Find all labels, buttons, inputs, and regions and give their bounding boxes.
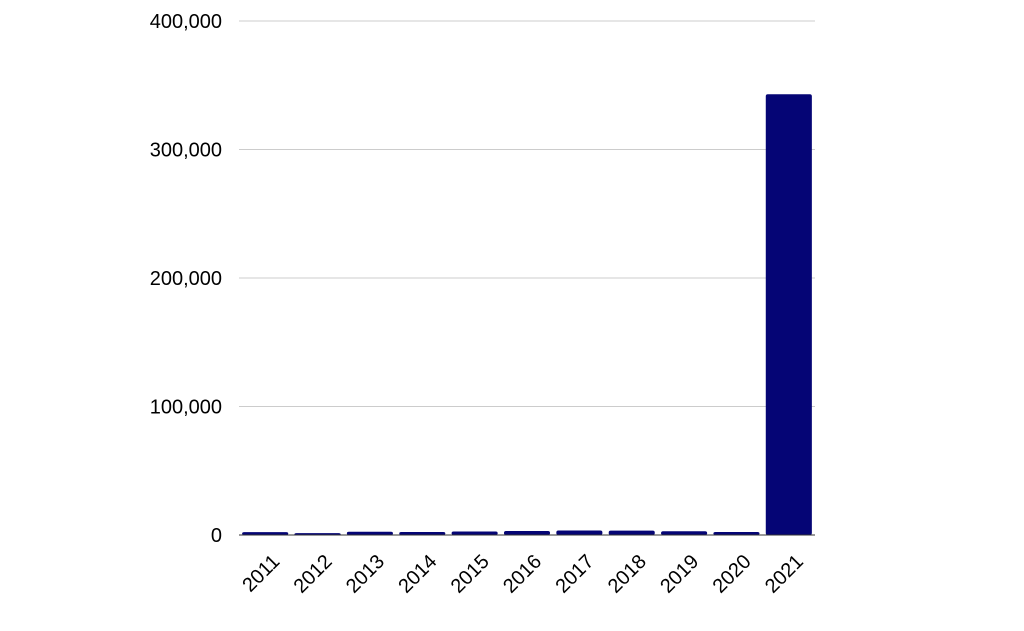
x-axis-ticks: 2011 2012 2013 2014 2015 2016 2017 2018 2019 2020… [238,551,808,598]
x-tick-label: 2012 [290,551,337,598]
bar-2014 [399,532,446,535]
bar-2011 [242,532,289,535]
x-tick-label: 2018 [604,551,651,598]
y-tick-label: 0 [211,525,222,547]
bar-2017 [556,530,603,535]
bar-2021 [765,94,812,536]
bar-2018 [608,530,655,535]
bars [242,94,812,536]
y-tick-label: 100,000 [150,397,222,419]
y-tick-label: 300,000 [150,140,222,162]
x-tick-label: 2017 [551,551,598,598]
bar-2020 [713,532,760,535]
x-tick-label: 2019 [656,551,703,598]
bar-2019 [661,531,708,535]
bar-2015 [451,531,498,535]
x-tick-label: 2020 [709,551,756,598]
y-tick-label: 400,000 [150,11,222,33]
x-tick-label: 2015 [447,551,494,598]
y-axis-ticks: 0 100,000 200,000 300,000 400,000 [150,11,222,547]
x-tick-label: 2011 [238,551,284,597]
y-tick-label: 200,000 [150,268,222,290]
x-tick-label: 2014 [394,551,441,598]
bar-2013 [346,531,393,535]
bar-2016 [503,531,551,535]
x-tick-label: 2021 [761,551,808,598]
x-tick-label: 2013 [342,551,389,598]
grid-lines [239,20,815,407]
x-tick-label: 2016 [499,551,546,598]
